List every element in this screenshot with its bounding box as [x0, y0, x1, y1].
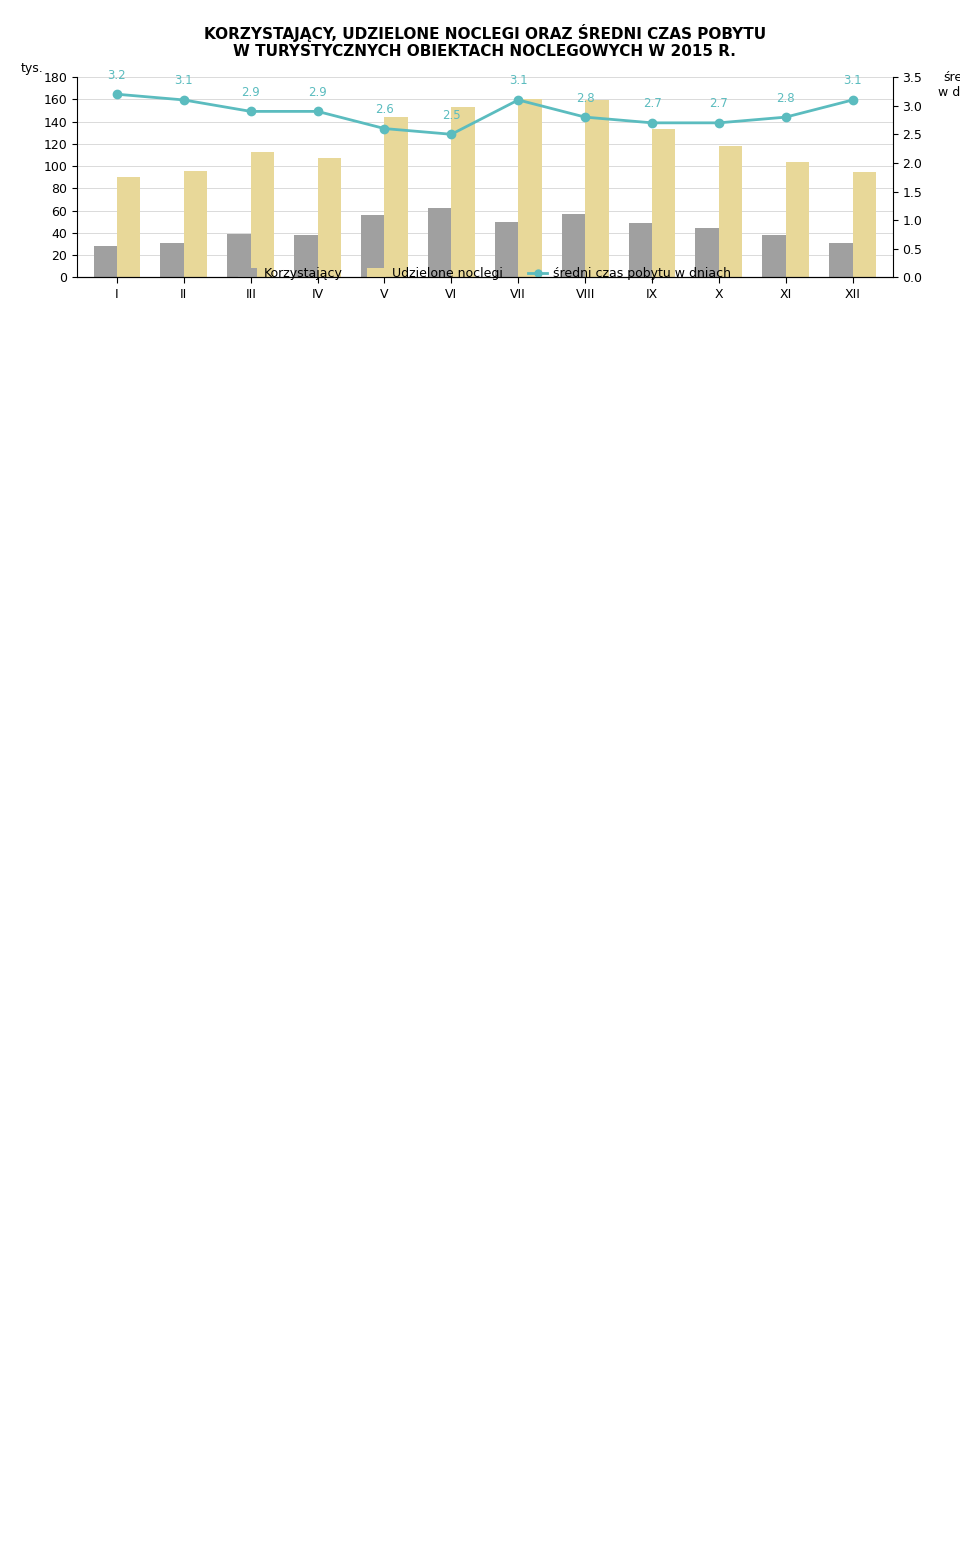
Legend: Korzystający, Udzielone noclegi, średni czas pobytu w dniach: Korzystający, Udzielone noclegi, średni …: [233, 262, 736, 285]
średni czas pobytu w dniach: [580, 108, 591, 126]
średni czas pobytu w dniach: [513, 91, 524, 109]
średni czas pobytu w dniach: [847, 91, 858, 109]
Bar: [695, 228, 719, 277]
Text: 2.9: 2.9: [241, 86, 260, 99]
średni czas pobytu w dniach: [245, 102, 256, 120]
Bar: [494, 222, 518, 277]
Bar: [228, 234, 251, 277]
Bar: [786, 162, 809, 277]
Bar: [719, 146, 742, 277]
Bar: [294, 236, 318, 277]
Bar: [652, 129, 676, 277]
Text: 2.7: 2.7: [642, 97, 661, 111]
Text: 2.8: 2.8: [777, 91, 795, 105]
Text: 2.8: 2.8: [576, 91, 594, 105]
Text: 2.5: 2.5: [442, 109, 461, 122]
średni czas pobytu w dniach: [111, 85, 123, 103]
Bar: [93, 247, 117, 277]
średni czas pobytu w dniach: [178, 91, 189, 109]
średni czas pobytu w dniach: [445, 125, 457, 143]
Bar: [183, 171, 207, 277]
Text: 3.2: 3.2: [108, 69, 127, 82]
Text: 3.1: 3.1: [509, 74, 528, 88]
Title: KORZYSTAJĄCY, UDZIELONE NOCLEGI ORAZ ŚREDNI CZAS POBYTU
W TURYSTYCZNYCH OBIEKTAC: KORZYSTAJĄCY, UDZIELONE NOCLEGI ORAZ ŚRE…: [204, 23, 766, 59]
Bar: [318, 159, 341, 277]
Bar: [629, 223, 652, 277]
Bar: [451, 108, 475, 277]
Bar: [586, 100, 609, 277]
Line: średni czas pobytu w dniach: średni czas pobytu w dniach: [112, 89, 857, 139]
Bar: [829, 243, 852, 277]
Text: 2.9: 2.9: [308, 86, 327, 99]
Text: 3.1: 3.1: [175, 74, 193, 88]
średni czas pobytu w dniach: [780, 108, 792, 126]
Bar: [518, 99, 541, 277]
Bar: [117, 177, 140, 277]
Y-axis label: tys.: tys.: [20, 62, 43, 76]
średni czas pobytu w dniach: [713, 114, 725, 133]
Bar: [852, 171, 876, 277]
Bar: [762, 236, 786, 277]
Bar: [384, 117, 408, 277]
Bar: [562, 214, 586, 277]
średni czas pobytu w dniach: [646, 114, 658, 133]
Bar: [361, 216, 384, 277]
Bar: [160, 243, 183, 277]
średni czas pobytu w dniach: [378, 119, 390, 137]
Y-axis label: średnia
w dniach: średnia w dniach: [938, 71, 960, 99]
Bar: [251, 151, 275, 277]
średni czas pobytu w dniach: [312, 102, 324, 120]
Text: 2.6: 2.6: [375, 103, 394, 116]
Text: 2.7: 2.7: [709, 97, 729, 111]
Bar: [428, 208, 451, 277]
Text: 3.1: 3.1: [843, 74, 862, 88]
